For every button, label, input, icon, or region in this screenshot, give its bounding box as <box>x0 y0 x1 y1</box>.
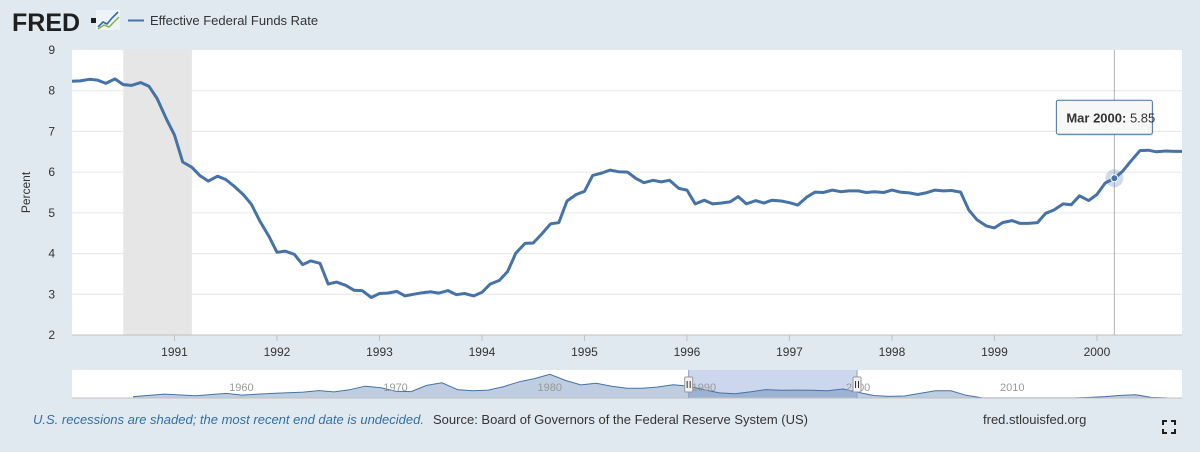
navigator-label-2010: 2010 <box>1000 382 1024 394</box>
y-tick-label-3: 3 <box>48 287 55 301</box>
x-tick-label-1997: 1997 <box>776 345 803 359</box>
navigator-label-1980: 1980 <box>538 382 562 394</box>
x-tick-label-1991: 1991 <box>161 345 188 359</box>
fred-logo[interactable]: FRED <box>12 9 120 37</box>
logo-dot-icon <box>91 18 96 23</box>
hover-marker <box>1110 174 1119 183</box>
x-tick-label-1992: 1992 <box>264 345 291 359</box>
navigator-label-1960: 1960 <box>229 382 253 394</box>
y-axis-title: Percent <box>19 171 33 213</box>
handle-grip-icon <box>684 376 694 393</box>
range-navigator[interactable]: 196019701980199020002010 <box>72 370 1182 399</box>
tooltip-box <box>1055 99 1153 135</box>
plot-area <box>72 50 1182 335</box>
x-tick-label-1993: 1993 <box>366 345 393 359</box>
x-tick-label-1994: 1994 <box>469 345 496 359</box>
fullscreen-icon[interactable] <box>1162 420 1176 434</box>
x-tick-label-1999: 1999 <box>981 345 1008 359</box>
y-tick-label-6: 6 <box>48 165 55 179</box>
site-link[interactable]: fred.stlouisfed.org <box>983 412 1087 427</box>
x-tick-label-1995: 1995 <box>571 345 598 359</box>
x-tick-label-1996: 1996 <box>674 345 701 359</box>
tooltip-value: 5.85 <box>1130 110 1155 125</box>
recession-band-0 <box>123 50 192 335</box>
navigator-label-1990: 1990 <box>692 382 716 394</box>
y-tick-label-2: 2 <box>48 328 55 342</box>
y-tick-label-5: 5 <box>48 206 55 220</box>
sparkline-logo-icon <box>96 10 120 30</box>
series-line-effective-federal-funds-rate <box>72 77 1182 299</box>
series-layer <box>72 50 1182 335</box>
legend-label: Effective Federal Funds Rate <box>150 13 318 28</box>
y-tick-label-8: 8 <box>48 84 55 98</box>
navigator-handle-left[interactable] <box>684 376 694 393</box>
y-axis: 2 3 4 5 6 7 8 9 <box>48 43 55 342</box>
x-axis: 1991 1992 1993 1994 1995 1996 1997 1998 1999 2000 <box>72 334 1182 359</box>
y-tick-label-4: 4 <box>48 247 55 261</box>
handle-grip-icon <box>852 376 862 393</box>
x-tick-label-2000: 2000 <box>1084 345 1111 359</box>
navigator-background <box>72 370 1182 398</box>
y-tick-label-7: 7 <box>48 124 55 138</box>
fred-logo-text: FRED <box>12 9 80 37</box>
tooltip-date: Mar 2000: <box>1066 110 1130 125</box>
tooltip: Mar 2000: 5.85 <box>1055 99 1155 188</box>
navigator-handle-right[interactable] <box>852 376 862 393</box>
y-tick-label-9: 9 <box>48 43 55 57</box>
recession-shading-layer <box>123 50 192 335</box>
source-note: Source: Board of Governors of the Federa… <box>433 412 808 427</box>
navigator-selection <box>688 370 858 398</box>
navigator-label-1970: 1970 <box>383 382 407 394</box>
recession-note[interactable]: U.S. recessions are shaded; the most rec… <box>33 412 424 427</box>
x-tick-label-1998: 1998 <box>879 345 906 359</box>
tooltip-text: Mar 2000: 5.85 <box>1066 110 1155 125</box>
